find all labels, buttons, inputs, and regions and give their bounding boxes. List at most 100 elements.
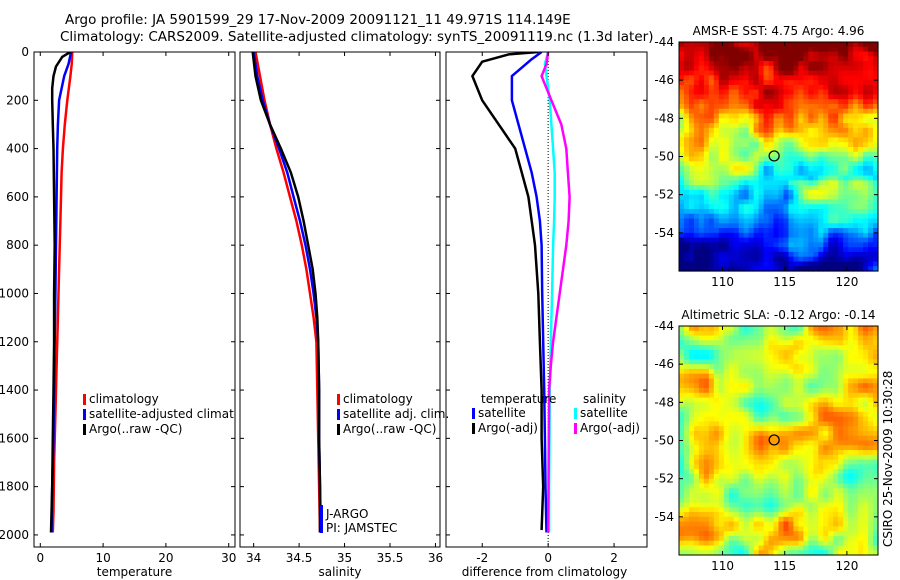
sst_map-cell: [813, 199, 819, 205]
sst_map-cell: [828, 65, 834, 72]
sst_map-cell: [858, 199, 864, 205]
sst_map-cell: [783, 137, 790, 143]
sla_map-cell: [743, 478, 750, 485]
sla_map-cell: [768, 335, 775, 341]
sst_map-cell: [813, 113, 819, 119]
sst_map-cell: [868, 75, 874, 81]
sst_map-cell: [783, 46, 790, 53]
sla_map-cell: [679, 521, 685, 527]
sla_map-cell: [803, 483, 809, 489]
sla_map-cell: [723, 435, 730, 442]
sst_map-cell: [843, 151, 849, 158]
sla_map-cell: [758, 526, 765, 532]
sla_map-cell: [733, 521, 740, 527]
sla_map-cell: [828, 469, 834, 475]
sst_map-cell: [873, 99, 879, 105]
sla_map-cell: [863, 483, 869, 489]
sst_map-cell: [748, 208, 755, 215]
sla_map-cell: [783, 407, 790, 413]
sst_map-cell: [803, 189, 809, 196]
sst_map-cell: [838, 75, 844, 81]
sst_map-cell: [783, 199, 790, 205]
sla_map-cell: [758, 354, 765, 360]
sst_map-cell: [868, 194, 874, 201]
sst_map-cell: [863, 251, 869, 258]
sla_map-cell: [788, 411, 795, 418]
sst_map-cell: [843, 61, 849, 67]
sla_map-cell: [703, 492, 710, 499]
sla_map-cell: [688, 392, 695, 399]
sst_map-cell: [803, 118, 809, 124]
sst_map-cell: [713, 189, 720, 196]
sst_map-cell: [773, 161, 780, 167]
sst_map-cell: [698, 51, 705, 57]
sla_map-cell: [853, 521, 859, 527]
sla_map-cell: [748, 464, 755, 470]
sla_map-cell: [848, 354, 854, 360]
sla_map-cell: [833, 411, 839, 418]
sla_map-cell: [813, 388, 819, 394]
sst_map-cell: [773, 194, 780, 201]
sla_map-cell: [868, 426, 874, 432]
sla_map-cell: [723, 426, 730, 432]
sst_map-cell: [713, 194, 720, 201]
sla_map-cell: [808, 521, 814, 527]
sla_map-cell: [733, 359, 740, 365]
sst_map-cell: [679, 84, 685, 91]
sst_map-cell: [758, 80, 765, 86]
sst_map-cell: [708, 113, 715, 119]
sst_map-cell: [743, 51, 750, 57]
sla_map-cell: [728, 521, 735, 527]
sla_map-cell: [828, 335, 834, 341]
sla_map-cell: [743, 550, 750, 556]
sst_map-cell: [818, 142, 824, 148]
sst_map-cell: [723, 232, 730, 239]
sla_map-cell: [828, 407, 834, 413]
sst_map-cell: [808, 80, 814, 86]
sla_map-cell: [748, 364, 755, 370]
sla_map-cell: [788, 450, 795, 456]
sla_map-cell: [753, 473, 760, 480]
sst_map-cell: [713, 204, 720, 210]
sst_map-cell: [753, 142, 760, 148]
sla_map-cell: [873, 407, 879, 413]
sst_map-cell: [773, 223, 780, 229]
sla_map-cell: [788, 521, 795, 527]
sst_map-cell: [743, 261, 750, 267]
sst_map-cell: [728, 113, 735, 119]
sla_map-cell: [843, 492, 849, 499]
sla_map-cell: [838, 354, 844, 360]
sst_map-cell: [793, 151, 799, 158]
sla_map-cell: [858, 435, 864, 442]
sla_map-cell: [783, 373, 790, 380]
sst_map-cell: [718, 161, 725, 167]
sst_map-cell: [708, 266, 715, 272]
sst_map-cell: [863, 146, 869, 153]
sla_map-cell: [818, 492, 824, 499]
sla_map-cell: [813, 392, 819, 399]
sla_map-ytick-label: -50: [654, 434, 674, 448]
sla_map-cell: [773, 402, 780, 408]
sla_map-cell: [773, 368, 780, 375]
sla_map-cell: [863, 531, 869, 537]
sla_map-cell: [713, 454, 720, 461]
temperature-xlabel: temperature: [97, 565, 172, 579]
sla_map-cell: [723, 526, 730, 532]
difference-xtick-label: 2: [610, 551, 618, 565]
sst_map-cell: [698, 75, 705, 81]
sla_map-cell: [868, 550, 874, 556]
sst_map-cell: [783, 84, 790, 91]
sst_map-cell: [798, 61, 804, 67]
sla_map-cell: [718, 368, 725, 375]
sst_map-cell: [683, 99, 690, 105]
sla_map-cell: [818, 407, 824, 413]
sla_map-cell: [688, 402, 695, 408]
sla_map-cell: [838, 421, 844, 427]
sla_map-cell: [738, 492, 745, 499]
sst_map-cell: [773, 132, 780, 139]
sst_map-cell: [813, 261, 819, 267]
sst_map-cell: [718, 199, 725, 205]
sla_map-cell: [773, 454, 780, 461]
salinity-xlabel: salinity: [318, 565, 361, 579]
sla_map-cell: [738, 473, 745, 480]
